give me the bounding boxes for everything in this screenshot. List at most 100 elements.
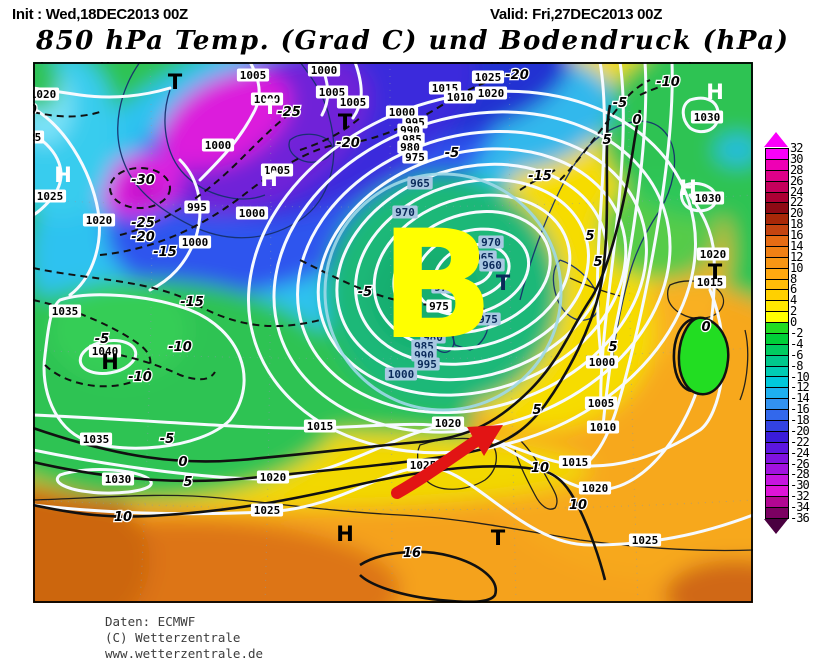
temp-contour-label: -20 bbox=[131, 230, 155, 245]
temp-contour-label: -25 bbox=[277, 105, 301, 120]
colorbar-tick-label: -36 bbox=[790, 511, 815, 525]
pressure-center-letter: T bbox=[168, 70, 183, 94]
colorbar-cell bbox=[766, 376, 788, 387]
pressure-label: 1000 bbox=[182, 236, 209, 249]
colorbar-cell bbox=[766, 159, 788, 170]
temp-contour-label: 5 bbox=[183, 475, 192, 490]
temp-contour-label: 5 bbox=[602, 133, 611, 148]
pressure-center-letter: H bbox=[679, 176, 697, 200]
temp-contour-label: -20 bbox=[336, 136, 360, 151]
pressure-center-letter: H bbox=[706, 80, 724, 104]
colorbar-arrow-up-icon bbox=[764, 132, 788, 147]
colorbar-cell bbox=[766, 246, 788, 257]
temp-contour-label: 5 bbox=[608, 340, 617, 355]
pressure-center-letter: T bbox=[338, 110, 353, 134]
pressure-label: 1020 bbox=[435, 417, 462, 430]
pressure-label: 1025 bbox=[632, 534, 659, 547]
init-time-label: Init : Wed,18DEC2013 00Z bbox=[12, 6, 188, 23]
pressure-center-letter: H bbox=[260, 167, 278, 191]
pressure-label: 1020 bbox=[582, 482, 609, 495]
pressure-label: 1000 bbox=[205, 139, 232, 152]
pressure-label: 1020 bbox=[86, 214, 113, 227]
pressure-center-letter: H bbox=[101, 350, 119, 374]
colorbar-cell bbox=[766, 257, 788, 268]
pressure-label: 1005 bbox=[240, 69, 267, 82]
pressure-label: 1035 bbox=[83, 433, 110, 446]
colorbar-cell bbox=[766, 311, 788, 322]
pressure-center-letter: T bbox=[708, 260, 723, 284]
footer-copyright: (C) Wetterzentrale bbox=[105, 630, 240, 645]
pressure-label: 1000 bbox=[239, 207, 266, 220]
pressure-label: 1030 bbox=[694, 111, 721, 124]
temp-contour-label: 10 bbox=[569, 498, 587, 513]
colorbar-cell bbox=[766, 431, 788, 442]
footer-credits: Daten: ECMWF (C) Wetterzentrale www.wett… bbox=[105, 614, 263, 662]
colorbar-cell bbox=[766, 235, 788, 246]
colorbar-cell bbox=[766, 333, 788, 344]
temp-contour-label: 0 bbox=[632, 113, 641, 128]
temp-contour-label: 0 bbox=[178, 455, 187, 470]
colorbar-cell bbox=[766, 170, 788, 181]
pressure-label: 1025 bbox=[475, 71, 502, 84]
pressure-label: 1000 bbox=[589, 356, 616, 369]
colorbar-cell bbox=[766, 300, 788, 311]
pressure-label: 1005 bbox=[588, 397, 615, 410]
pressure-label: 1030 bbox=[695, 192, 722, 205]
temp-contour-label: -15 bbox=[528, 169, 552, 184]
colorbar-cell bbox=[766, 409, 788, 420]
pressure-label: 965 bbox=[410, 177, 430, 190]
colorbar-cell bbox=[766, 181, 788, 192]
colorbar-cell bbox=[766, 463, 788, 474]
temp-contour-label: -5 bbox=[160, 432, 174, 447]
colorbar-cell bbox=[766, 355, 788, 366]
temp-contour-label: 10 bbox=[531, 461, 549, 476]
colorbar-cell bbox=[766, 322, 788, 333]
colorbar bbox=[765, 148, 789, 519]
footer-website: www.wetterzentrale.de bbox=[105, 646, 263, 661]
colorbar-cell bbox=[766, 202, 788, 213]
temp-contour-label: -25 bbox=[131, 216, 155, 231]
valid-time-label: Valid: Fri,27DEC2013 00Z bbox=[490, 6, 662, 23]
colorbar-cell bbox=[766, 289, 788, 300]
colorbar-cell bbox=[766, 213, 788, 224]
pressure-center-letter: T bbox=[263, 95, 278, 119]
colorbar-cell bbox=[766, 387, 788, 398]
pressure-label: 1025 bbox=[37, 190, 64, 203]
colorbar-cell bbox=[766, 149, 788, 159]
pressure-label: 975 bbox=[405, 151, 425, 164]
temp-contour-label: -5 bbox=[95, 332, 109, 347]
colorbar-cell bbox=[766, 398, 788, 409]
pressure-center-letter: T bbox=[491, 526, 506, 550]
temp-contour-label: 0 bbox=[701, 320, 710, 335]
colorbar-cell bbox=[766, 420, 788, 431]
pressure-label: 1015 bbox=[307, 420, 334, 433]
pressure-label: 1005 bbox=[340, 96, 367, 109]
temp-contour-label: -20 bbox=[505, 68, 529, 83]
temp-contour-label: -5 bbox=[613, 96, 627, 111]
pressure-label: 995 bbox=[187, 201, 207, 214]
temp-contour-label: -10 bbox=[656, 75, 680, 90]
colorbar-cell bbox=[766, 268, 788, 279]
footer-data-source: Daten: ECMWF bbox=[105, 614, 195, 629]
pressure-center-letter: H bbox=[336, 522, 354, 546]
temp-contour-label: 10 bbox=[114, 510, 132, 525]
pressure-label: 1030 bbox=[105, 473, 132, 486]
temp-contour-label: -30 bbox=[131, 173, 155, 188]
colorbar-cell bbox=[766, 279, 788, 290]
temp-contour-label: 5 bbox=[585, 229, 594, 244]
temp-contour-label: 5 bbox=[532, 403, 541, 418]
weather-map-page: Init : Wed,18DEC2013 00Z Valid: Fri,27DE… bbox=[0, 0, 815, 671]
colorbar-cell bbox=[766, 474, 788, 485]
colorbar-cell bbox=[766, 192, 788, 203]
temp-contour-label: -15 bbox=[180, 295, 204, 310]
temp-contour-label: -10 bbox=[168, 340, 192, 355]
colorbar-cell bbox=[766, 224, 788, 235]
colorbar-cell bbox=[766, 442, 788, 453]
weather-map: 1020102510251020100099510001000100510001… bbox=[33, 62, 753, 603]
temp-contour-label: -5 bbox=[445, 146, 459, 161]
low-center-letter: B bbox=[380, 199, 494, 373]
pressure-label: 1000 bbox=[311, 64, 338, 77]
colorbar-arrow-down-icon bbox=[764, 519, 788, 534]
pressure-label: 1020 bbox=[33, 88, 56, 101]
pressure-label: 1025 bbox=[254, 504, 281, 517]
